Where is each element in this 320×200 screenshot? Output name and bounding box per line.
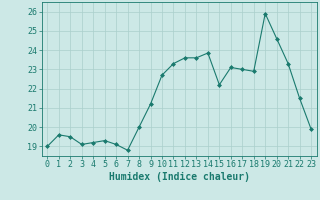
X-axis label: Humidex (Indice chaleur): Humidex (Indice chaleur) — [109, 172, 250, 182]
